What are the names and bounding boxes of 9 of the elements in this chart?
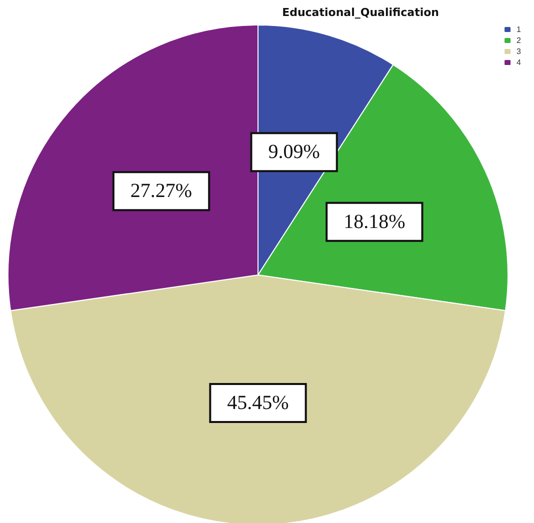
legend-label: 3 (516, 47, 522, 56)
data-label: 18.18% (344, 210, 406, 233)
legend-label: 2 (516, 36, 522, 45)
legend-label: 4 (516, 58, 522, 67)
legend-title: Educational_Qualification (282, 6, 440, 19)
legend-label: 1 (516, 25, 522, 34)
data-label: 27.27% (130, 180, 192, 202)
data-label: 9.09% (268, 141, 320, 164)
data-label: 45.45% (227, 392, 289, 414)
